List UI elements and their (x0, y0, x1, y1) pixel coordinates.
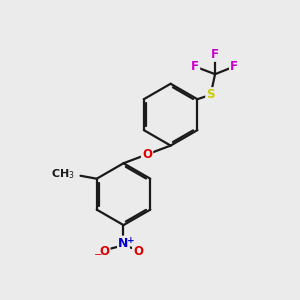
Text: S: S (206, 88, 215, 101)
Text: F: F (191, 60, 199, 73)
Text: +: + (127, 236, 135, 245)
Text: F: F (230, 60, 238, 73)
Text: CH$_3$: CH$_3$ (51, 167, 75, 181)
Text: F: F (211, 48, 219, 61)
Text: O: O (142, 148, 152, 161)
Text: −: − (94, 250, 102, 260)
Text: N: N (118, 237, 129, 250)
Text: O: O (99, 245, 110, 258)
Text: O: O (133, 245, 143, 258)
